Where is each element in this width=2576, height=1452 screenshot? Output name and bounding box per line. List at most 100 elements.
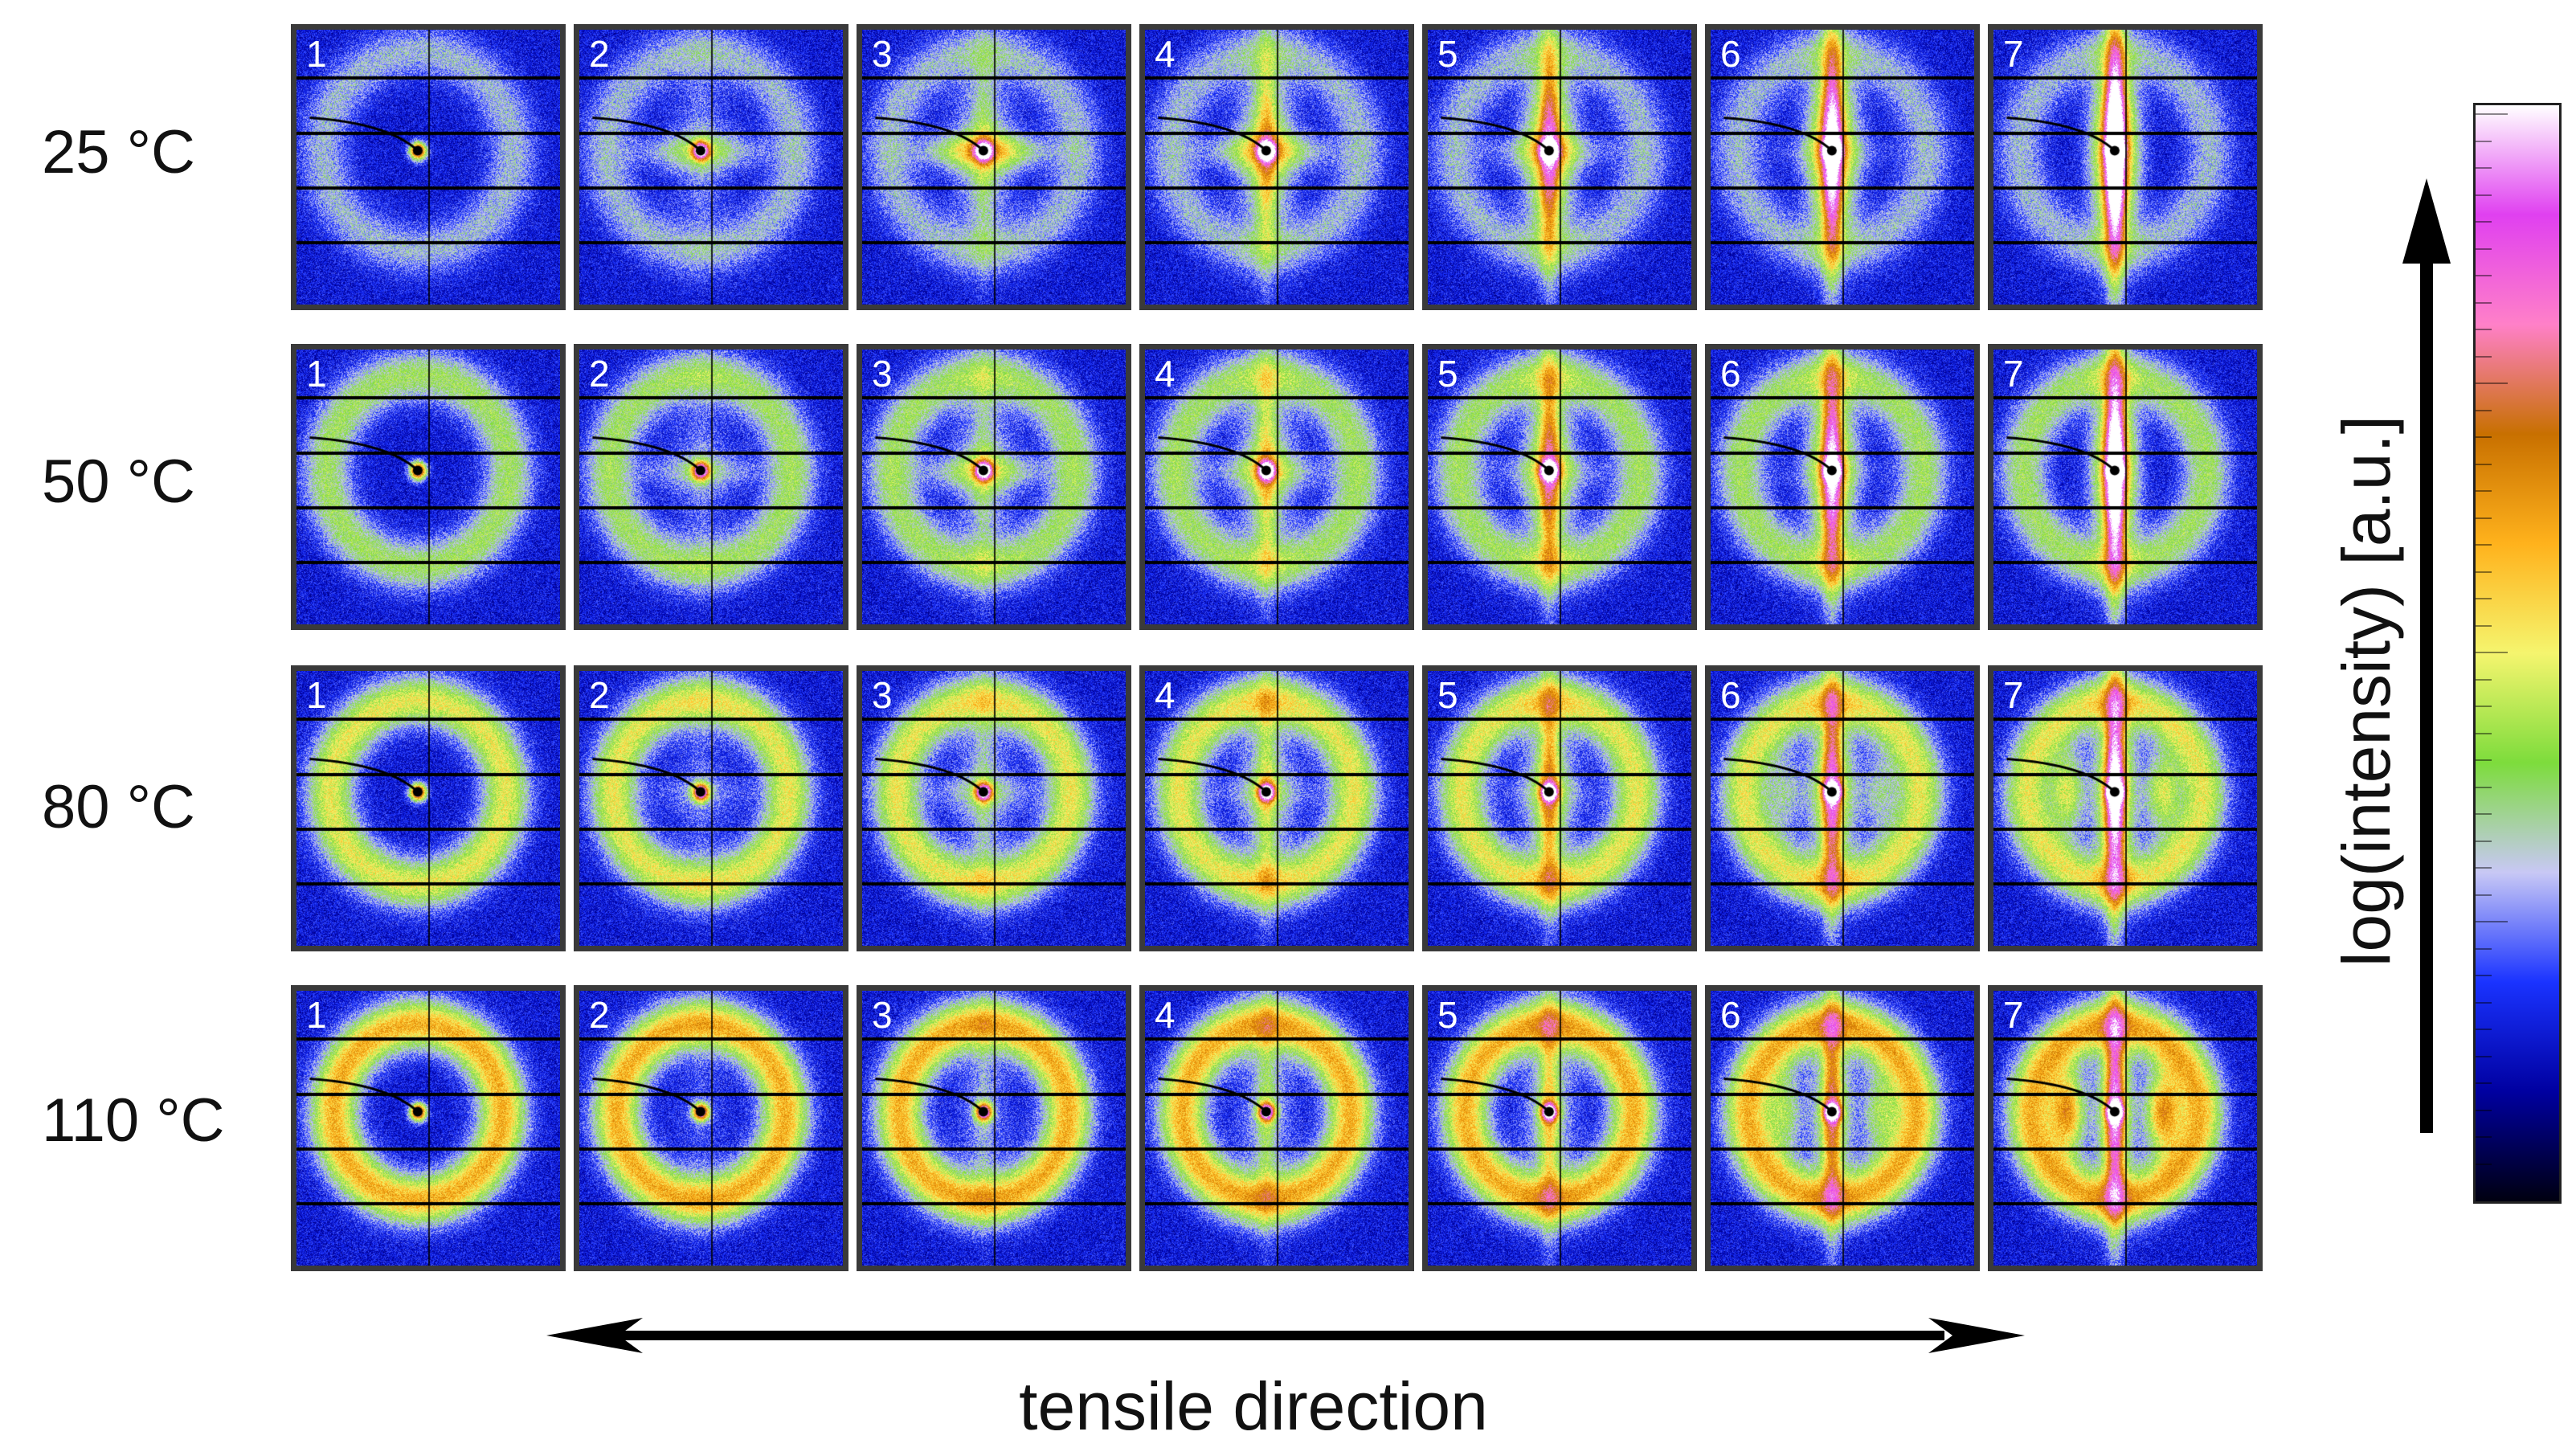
pattern-panel-row1-col3: 3 [857, 24, 1131, 310]
scattering-pattern-image [1711, 991, 1974, 1266]
colorbar-tick [2476, 302, 2492, 304]
colorbar-tick [2476, 1164, 2492, 1165]
panel-number: 4 [1155, 353, 1176, 395]
pattern-panel-row1-col7: 7 [1988, 24, 2263, 310]
panel-number: 1 [306, 353, 327, 395]
scattering-pattern-image [1711, 30, 1974, 305]
scattering-pattern-image [1145, 671, 1409, 946]
pattern-panel-row1-col4: 4 [1139, 24, 1414, 310]
panel-number: 6 [1720, 994, 1741, 1036]
panel-number: 1 [306, 994, 327, 1036]
scattering-pattern-image [1428, 671, 1691, 946]
scattering-pattern-image [579, 30, 843, 305]
colorbar-tick [2476, 733, 2492, 734]
colorbar-tick [2476, 652, 2508, 653]
pattern-panel-row1-col6: 6 [1705, 24, 1980, 310]
pattern-panel-row4-col4: 4 [1139, 985, 1414, 1271]
pattern-panel-row2-col7: 7 [1988, 344, 2263, 630]
scattering-pattern-image [579, 991, 843, 1266]
scattering-pattern-image [1711, 671, 1974, 946]
panel-number: 2 [589, 674, 610, 716]
panel-number: 4 [1155, 994, 1176, 1036]
panel-number: 3 [872, 33, 893, 75]
pattern-panel-row2-col1: 1 [291, 344, 566, 630]
panel-number: 7 [2003, 33, 2024, 75]
pattern-panel-row1-col5: 5 [1422, 24, 1697, 310]
colorbar-tick [2476, 706, 2492, 707]
colorbar-tick [2476, 1136, 2492, 1138]
row-label-50c: 50 °C [42, 448, 195, 516]
colorbar-tick [2476, 1056, 2492, 1057]
colorbar-tick [2476, 948, 2492, 950]
colorbar-tick [2476, 867, 2492, 869]
panel-number: 2 [589, 994, 610, 1036]
colorbar-tick [2476, 679, 2492, 681]
panel-number: 7 [2003, 353, 2024, 395]
colorbar-tick [2476, 356, 2492, 358]
scattering-pattern-image [579, 671, 843, 946]
scattering-pattern-image [296, 671, 560, 946]
panel-number: 2 [589, 353, 610, 395]
colorbar-tick [2476, 436, 2492, 438]
colorbar-tick [2476, 490, 2492, 492]
panel-number: 7 [2003, 994, 2024, 1036]
scattering-pattern-image [1993, 30, 2257, 305]
scattering-pattern-image [579, 350, 843, 624]
scattering-pattern-image [1993, 671, 2257, 946]
colorbar-tick [2476, 221, 2492, 223]
pattern-panel-row3-col4: 4 [1139, 665, 1414, 951]
scattering-pattern-image [1428, 991, 1691, 1266]
scattering-pattern-image [296, 30, 560, 305]
colorbar-tick [2476, 410, 2492, 411]
panel-number: 1 [306, 33, 327, 75]
pattern-panel-row3-col1: 1 [291, 665, 566, 951]
pattern-panel-row2-col3: 3 [857, 344, 1131, 630]
colorbar-tick [2476, 113, 2508, 115]
panel-number: 5 [1437, 353, 1458, 395]
pattern-panel-row4-col2: 2 [574, 985, 848, 1271]
scattering-pattern-image [862, 671, 1126, 946]
pattern-panel-row3-col5: 5 [1422, 665, 1697, 951]
colorbar-tick [2476, 975, 2492, 976]
panel-number: 1 [306, 674, 327, 716]
scattering-pattern-image [862, 991, 1126, 1266]
colorbar-tick [2476, 921, 2508, 922]
panel-number: 3 [872, 674, 893, 716]
colorbar-tick [2476, 194, 2492, 196]
panel-number: 5 [1437, 33, 1458, 75]
scattering-pattern-image [1145, 350, 1409, 624]
panel-number: 6 [1720, 33, 1741, 75]
colorbar-tick [2476, 1029, 2492, 1030]
colorbar-tick [2476, 275, 2492, 276]
row-label-110c: 110 °C [42, 1086, 225, 1155]
panel-number: 5 [1437, 994, 1458, 1036]
pattern-panel-row4-col5: 5 [1422, 985, 1697, 1271]
scattering-pattern-image [1428, 350, 1691, 624]
row-label-25c: 25 °C [42, 118, 195, 186]
colorbar-tick [2476, 464, 2492, 465]
colorbar-tick [2476, 813, 2492, 815]
panel-number: 7 [2003, 674, 2024, 716]
up-arrow-icon [2402, 178, 2451, 1133]
scattering-pattern-image [1993, 991, 2257, 1266]
colorbar-tick [2476, 382, 2508, 384]
pattern-panel-row2-col2: 2 [574, 344, 848, 630]
colorbar-tick [2476, 517, 2492, 519]
colorbar-tick [2476, 571, 2492, 573]
scattering-pattern-image [1145, 30, 1409, 305]
double-headed-arrow-icon [546, 1318, 2025, 1353]
pattern-panel-row4-col3: 3 [857, 985, 1131, 1271]
colorbar-tick [2476, 167, 2492, 169]
scattering-pattern-image [296, 350, 560, 624]
colorbar-tick [2476, 598, 2492, 599]
pattern-panel-row3-col2: 2 [574, 665, 848, 951]
panel-number: 4 [1155, 33, 1176, 75]
panel-number: 3 [872, 353, 893, 395]
panel-number: 3 [872, 994, 893, 1036]
pattern-panel-row3-col7: 7 [1988, 665, 2263, 951]
scattering-pattern-image [1145, 991, 1409, 1266]
row-label-80c: 80 °C [42, 773, 195, 841]
colorbar-tick [2476, 329, 2492, 330]
